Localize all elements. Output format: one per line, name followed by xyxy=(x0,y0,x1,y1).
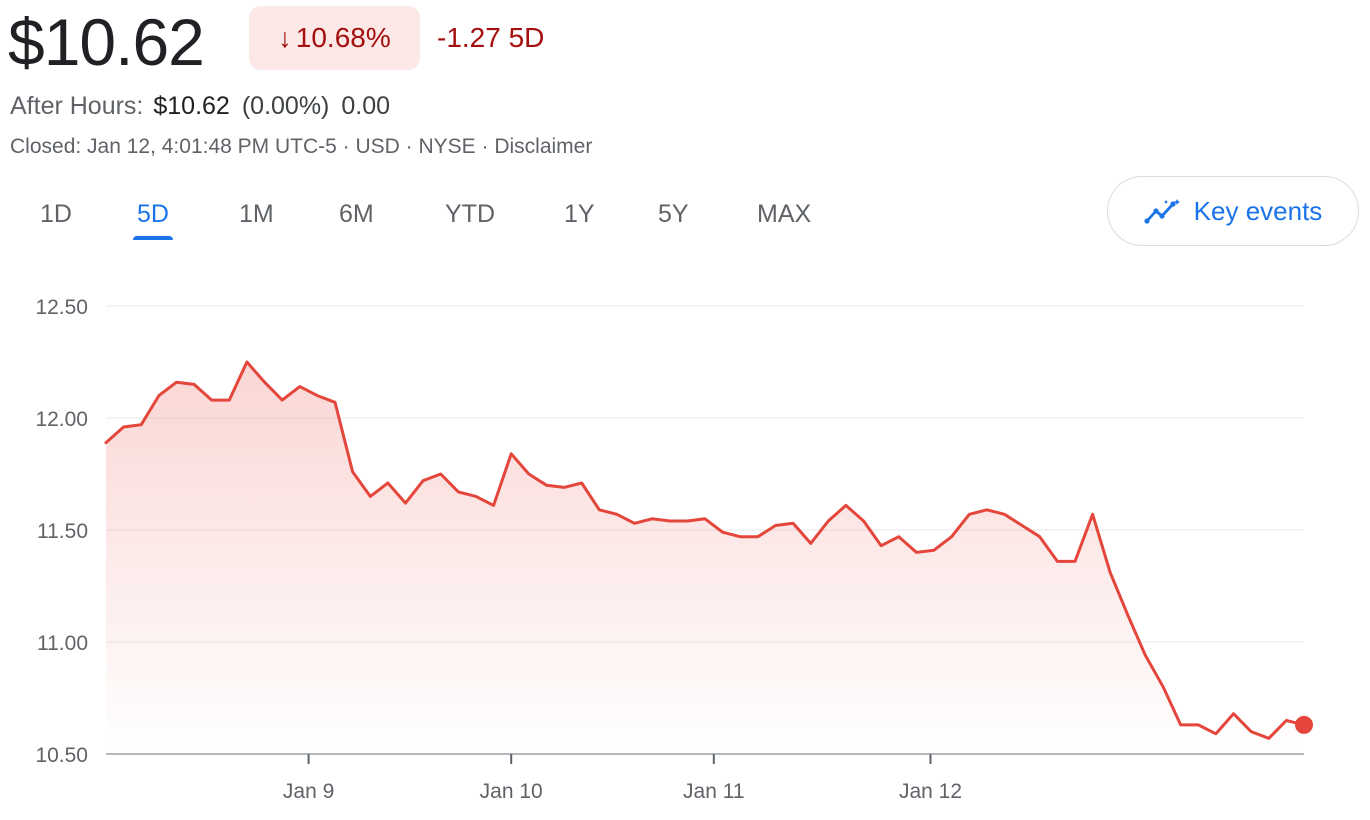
arrow-down-icon: ↓ xyxy=(278,22,292,53)
key-events-label: Key events xyxy=(1193,195,1323,226)
key-events-button[interactable]: Key events xyxy=(1107,176,1359,246)
active-tab-underline xyxy=(133,236,173,240)
tab-max[interactable]: MAX xyxy=(757,200,812,228)
x-tick-label: Jan 10 xyxy=(480,780,543,803)
after-hours-label: After Hours: xyxy=(10,92,144,120)
tab-5d[interactable]: 5D xyxy=(133,190,173,240)
y-tick-label: 12.50 xyxy=(35,296,88,319)
x-axis: Jan 9 Jan 10 Jan 11 Jan 12 xyxy=(283,754,962,803)
market-status-line: Closed: Jan 12, 4:01:48 PM UTC-5 · USD ·… xyxy=(10,135,593,158)
after-hours-percent: (0.00%) xyxy=(241,92,330,120)
y-tick-label: 10.50 xyxy=(35,744,88,767)
y-axis: 12.50 12.00 11.50 11.00 10.50 xyxy=(35,296,88,767)
sparkline-icon xyxy=(1144,199,1180,224)
tab-ytd[interactable]: YTD xyxy=(445,200,495,228)
tab-1d[interactable]: 1D xyxy=(40,200,72,228)
last-price-marker xyxy=(1295,715,1313,734)
tab-1m[interactable]: 1M xyxy=(239,200,274,228)
y-tick-label: 12.00 xyxy=(35,408,88,431)
tab-6m[interactable]: 6M xyxy=(339,200,374,228)
absolute-change: -1.27 5D xyxy=(437,22,545,53)
price-area xyxy=(106,362,1304,754)
percent-change-badge: ↓ 10.68% xyxy=(249,6,420,70)
x-tick-label: Jan 9 xyxy=(283,780,334,803)
y-tick-label: 11.00 xyxy=(37,632,88,655)
x-tick-label: Jan 12 xyxy=(899,780,962,803)
after-hours-price: $10.62 xyxy=(153,92,230,120)
tab-1y[interactable]: 1Y xyxy=(564,200,595,228)
percent-change-value: 10.68% xyxy=(295,22,391,53)
after-hours-row: After Hours: $10.62 (0.00%) 0.00 xyxy=(10,88,390,124)
y-tick-label: 11.50 xyxy=(37,520,88,543)
tab-5y[interactable]: 5Y xyxy=(658,200,689,228)
x-tick-label: Jan 11 xyxy=(683,780,745,803)
after-hours-change: 0.00 xyxy=(341,92,391,120)
price-line xyxy=(104,360,1306,740)
current-price: $10.62 xyxy=(8,5,205,79)
